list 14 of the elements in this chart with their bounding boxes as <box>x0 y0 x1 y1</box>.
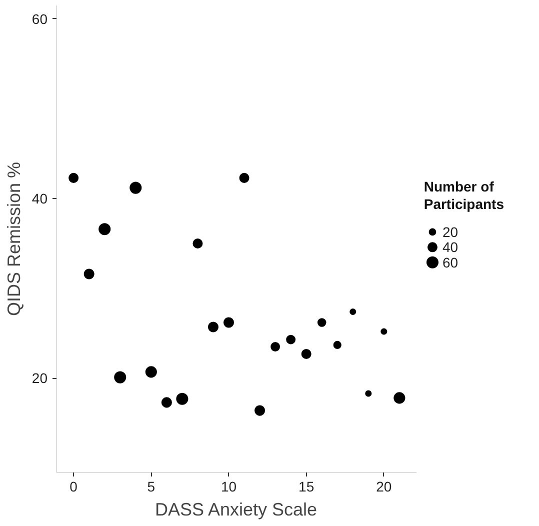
legend-label: 20 <box>442 224 458 240</box>
x-tick-label: 10 <box>220 478 237 494</box>
x-tick-label: 20 <box>376 478 392 494</box>
x-tick-label: 15 <box>298 478 314 494</box>
y-tick-label: 20 <box>32 370 48 386</box>
x-axis-title: DASS Anxiety Scale <box>154 500 318 520</box>
x-tick-label: 0 <box>70 478 78 494</box>
y-tick-label: 60 <box>32 10 48 27</box>
legend-label: 60 <box>442 254 458 270</box>
legend-title: Number of Participants <box>424 178 504 212</box>
y-tick-label: 40 <box>32 190 48 207</box>
x-tick-label: 5 <box>147 478 156 494</box>
legend-label: 40 <box>442 239 458 256</box>
y-axis-title: QIDS Remission % <box>4 162 24 316</box>
